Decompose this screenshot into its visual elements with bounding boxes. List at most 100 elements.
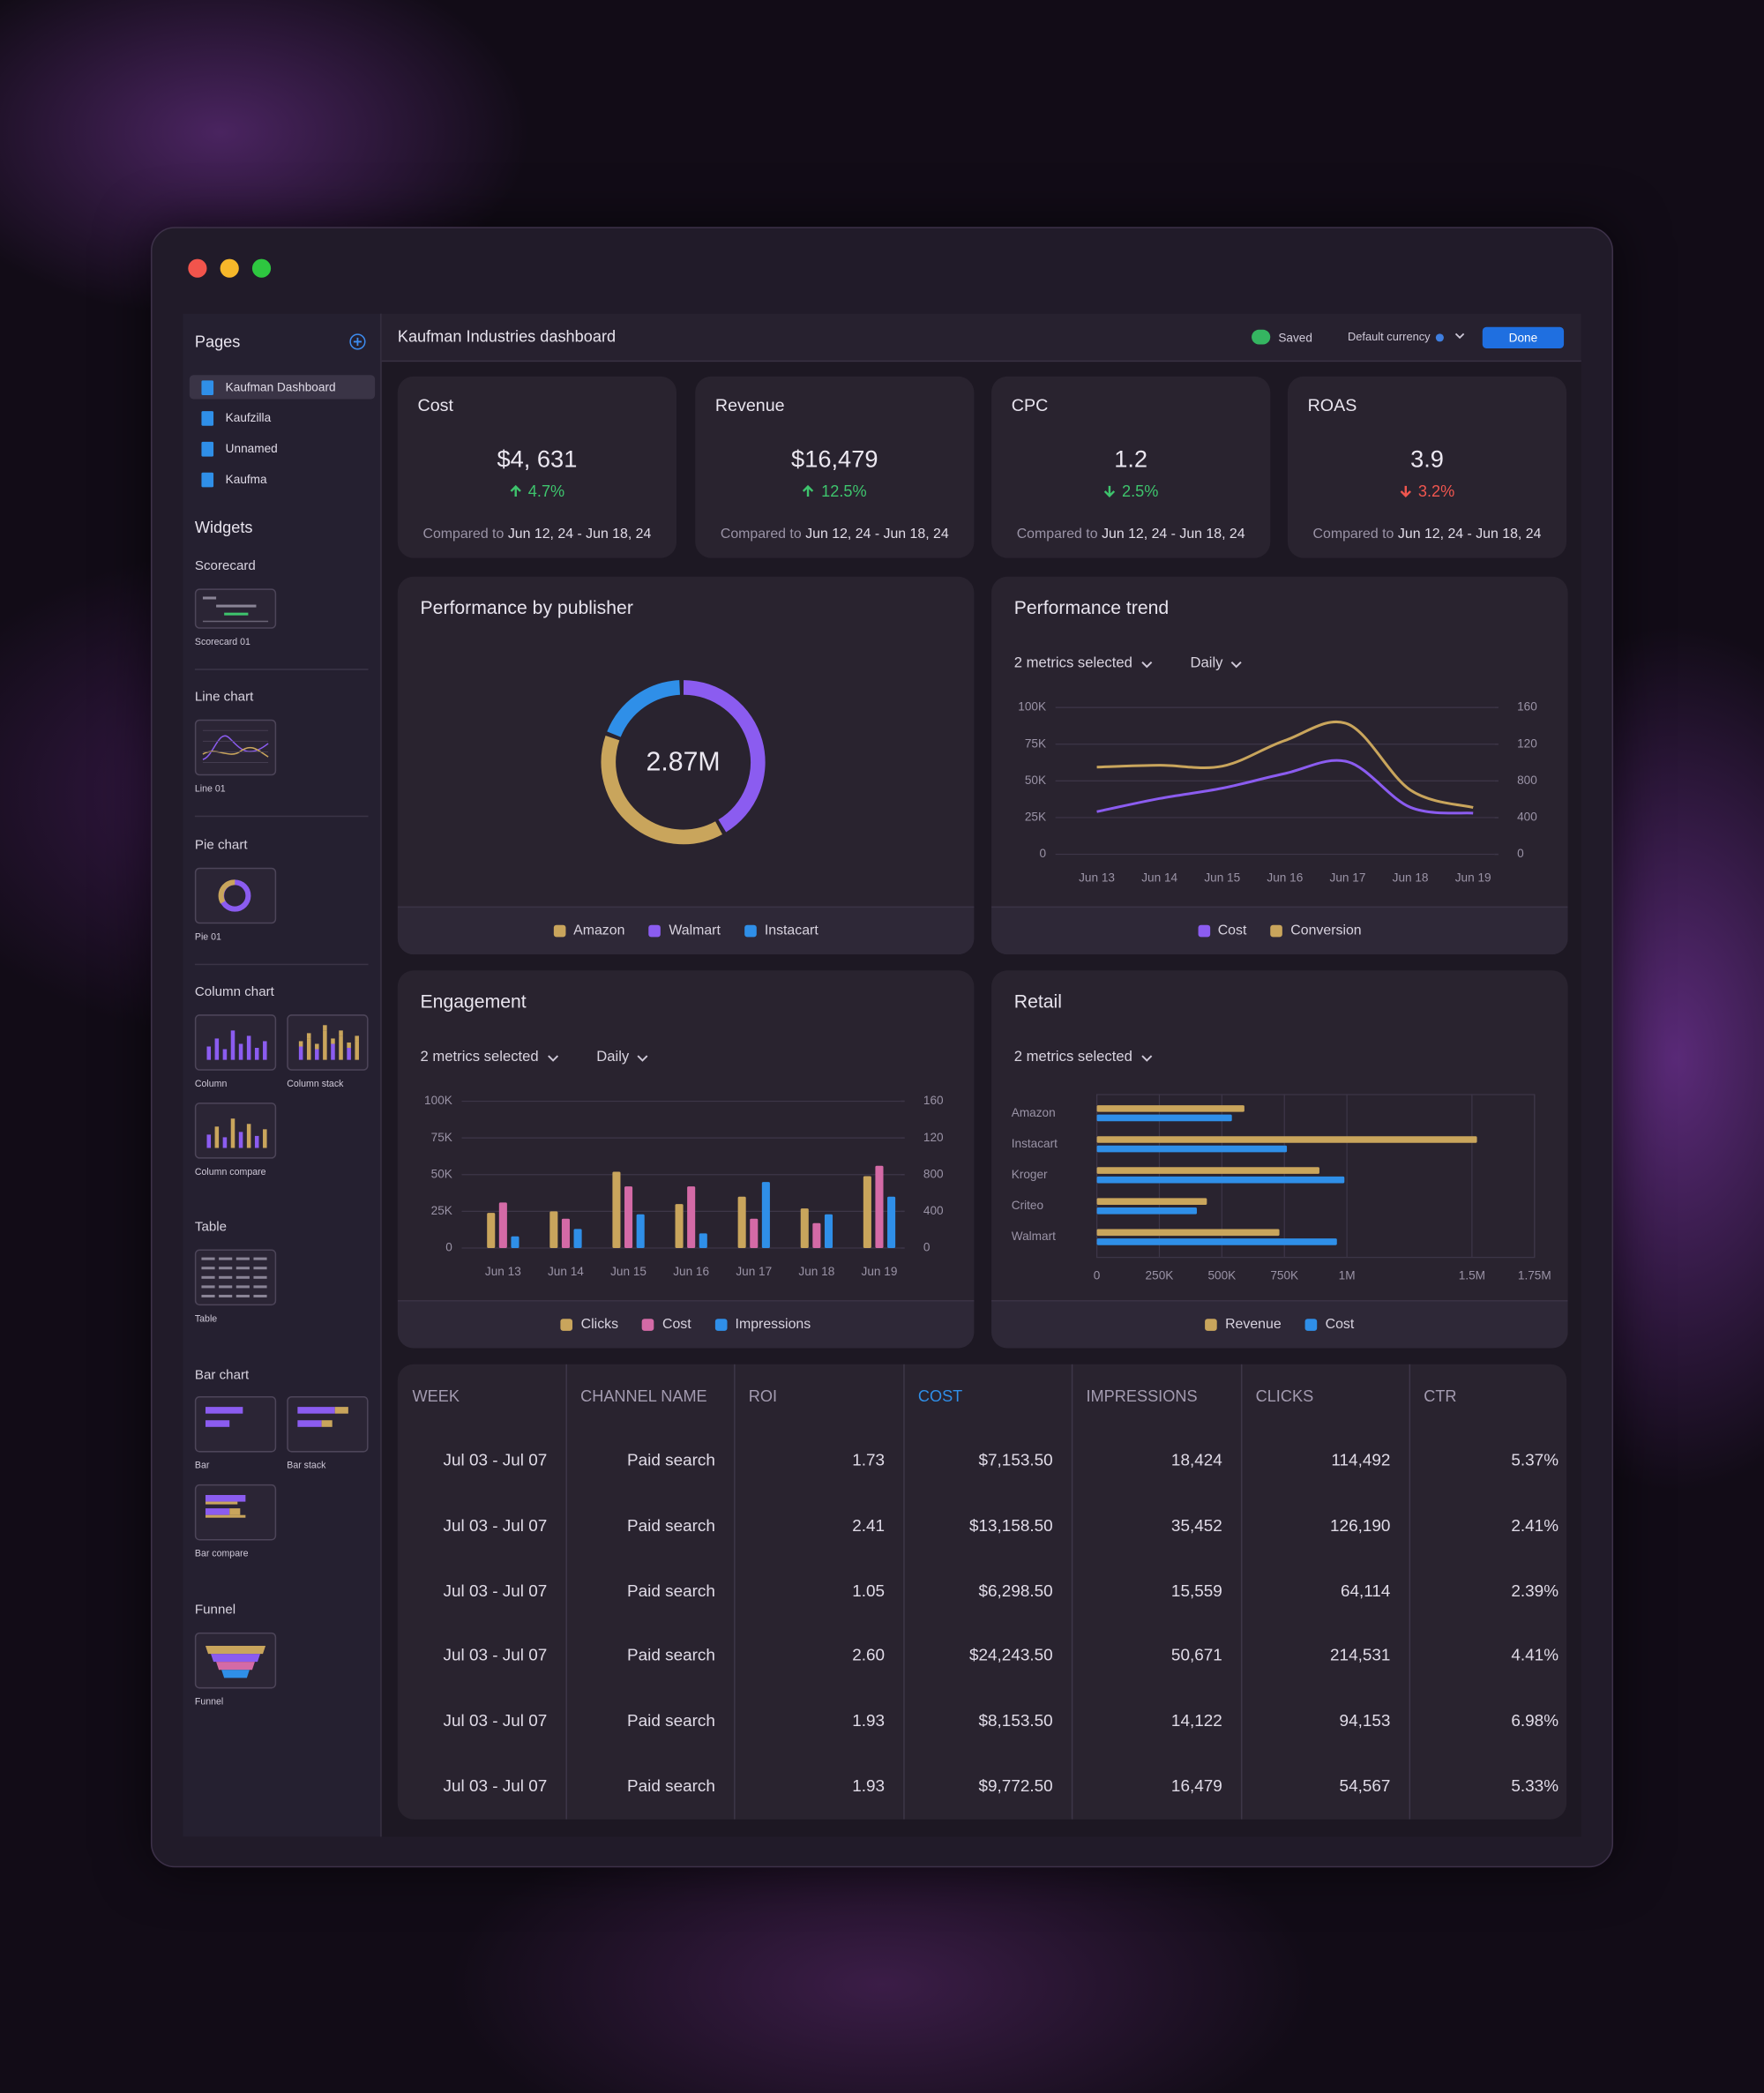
sidebar [183, 313, 382, 1837]
chart-title: Engagement [420, 990, 527, 1013]
legend: Revenue Cost [991, 1300, 1568, 1349]
column-header[interactable]: CHANNEL NAME [580, 1387, 707, 1406]
info-dot [1435, 333, 1444, 342]
thumb-shape [306, 1033, 311, 1039]
chevron-icon [1141, 661, 1153, 669]
table-cell: Jul 03 - Jul 07 [443, 1646, 548, 1665]
x-tick-label: 500K [1207, 1268, 1236, 1282]
thumb-shape [202, 729, 269, 731]
widget-item-label[interactable]: Line 01 [194, 784, 226, 795]
x-tick-label: 1.75M [1518, 1268, 1551, 1282]
minimize-button[interactable] [220, 258, 239, 278]
done-button[interactable]: Done [1482, 326, 1565, 348]
close-button[interactable] [188, 258, 207, 278]
widget-item-label[interactable]: Bar stack [287, 1461, 326, 1471]
widget-item-label[interactable]: Bar compare [194, 1550, 249, 1559]
thumb-shape [238, 1043, 243, 1060]
widget-item-label[interactable]: Column [194, 1080, 228, 1089]
table-cell: 15,559 [1170, 1581, 1222, 1600]
thumb-shape [315, 1049, 319, 1060]
y-tick-label: 50K [1025, 774, 1046, 787]
widget-item-label[interactable]: Column stack [287, 1080, 344, 1089]
legend-swatch [553, 924, 566, 938]
y-tick-label: 75K [1025, 736, 1046, 750]
thumb-shape [202, 751, 269, 752]
legend-item: Cost [1304, 1318, 1354, 1332]
column-header[interactable]: COST [917, 1387, 963, 1406]
column [511, 1236, 519, 1249]
scorecard-title: CPC [1011, 394, 1049, 415]
bar [1096, 1136, 1477, 1143]
page-item[interactable]: Kaufzilla [225, 411, 272, 425]
x-tick-label: Jun 14 [1141, 871, 1177, 884]
column [687, 1186, 696, 1249]
x-tick-label: Jun 19 [862, 1265, 898, 1278]
table-cell: 5.37% [1511, 1451, 1559, 1470]
scorecard-value: $4, 631 [497, 445, 578, 473]
sidebar-title: Pages [194, 332, 241, 352]
x-tick-label: Jun 19 [1455, 871, 1491, 884]
y-tick-label: 100K [424, 1094, 452, 1107]
table-cell: $6,298.50 [978, 1581, 1053, 1600]
widget-group-title: Funnel [194, 1603, 236, 1618]
x-tick-label: Jun 17 [1330, 871, 1366, 884]
widget-thumbnail [194, 867, 277, 924]
arrow-icon [1400, 485, 1411, 497]
column-header[interactable]: IMPRESSIONS [1086, 1387, 1198, 1406]
table-cell: Jul 03 - Jul 07 [443, 1711, 548, 1730]
widget-thumbnail [194, 588, 277, 629]
maximize-button[interactable] [251, 258, 272, 278]
legend-swatch [560, 1319, 573, 1331]
column-header[interactable]: CTR [1424, 1387, 1457, 1406]
chart-control[interactable]: 2 metrics selected [420, 1049, 539, 1065]
chart-control[interactable]: Daily [596, 1049, 630, 1065]
widget-item-label[interactable]: Funnel [194, 1698, 224, 1708]
currency-select[interactable]: Default currency [1347, 329, 1431, 343]
widget-item-label[interactable]: Scorecard 01 [194, 638, 250, 647]
column-header[interactable]: CLICKS [1255, 1387, 1314, 1406]
saved-icon [1252, 329, 1271, 345]
donut-segment [683, 680, 766, 833]
legend-label: Revenue [1225, 1316, 1282, 1333]
scorecard: Cost $4, 631 4.7% Compared to Jun 12, 24 - J… [397, 376, 677, 558]
thumb-shape [219, 1285, 233, 1289]
scorecard-title: Revenue [714, 394, 785, 415]
scorecard-change: 2.5% [991, 482, 1270, 500]
column-header[interactable]: ROI [748, 1387, 778, 1406]
scorecard-value: $16,479 [791, 445, 878, 473]
widget-item-label[interactable]: Column compare [194, 1168, 266, 1177]
chart-control[interactable]: 2 metrics selected [1013, 655, 1132, 672]
widget-item-label[interactable]: Table [194, 1314, 218, 1325]
thumb-shape [253, 1285, 267, 1289]
page-item[interactable]: Kaufma [225, 472, 267, 486]
legend-swatch [1304, 1319, 1318, 1331]
thumb-shape [201, 1275, 215, 1279]
chart-control[interactable]: Daily [1190, 655, 1223, 672]
bar [1096, 1176, 1345, 1184]
legend-swatch [648, 924, 662, 938]
column [800, 1208, 809, 1249]
header-title: Kaufman Industries dashboard [397, 326, 617, 346]
scorecard-change: 4.7% [398, 482, 676, 500]
thumb-shape [235, 1267, 250, 1270]
widget-item-label[interactable]: Bar [194, 1461, 210, 1471]
chart-control[interactable]: 2 metrics selected [1013, 1049, 1132, 1065]
table-cell: 126,190 [1330, 1515, 1391, 1536]
thumb-shape [298, 1041, 303, 1047]
page-item[interactable]: Unnamed [225, 441, 278, 456]
y2-tick-label: 120 [1517, 736, 1537, 750]
thumb-shape [339, 1030, 343, 1036]
chevron [637, 1055, 648, 1062]
add-page-button[interactable] [349, 333, 366, 350]
widget-item-label[interactable]: Pie 01 [194, 932, 221, 943]
thumb-shape [263, 1129, 267, 1148]
bar [1096, 1238, 1337, 1245]
thumb-shape [201, 1257, 215, 1260]
chevron-icon [637, 1055, 648, 1062]
thumb-frame [194, 719, 277, 776]
column-header[interactable]: WEEK [412, 1387, 460, 1406]
y-tick-label: 25K [1025, 811, 1046, 824]
page-item[interactable]: Kaufman Dashboard [225, 380, 336, 394]
y-tick-label: 75K [431, 1131, 452, 1144]
thumb-shape [298, 1046, 303, 1060]
